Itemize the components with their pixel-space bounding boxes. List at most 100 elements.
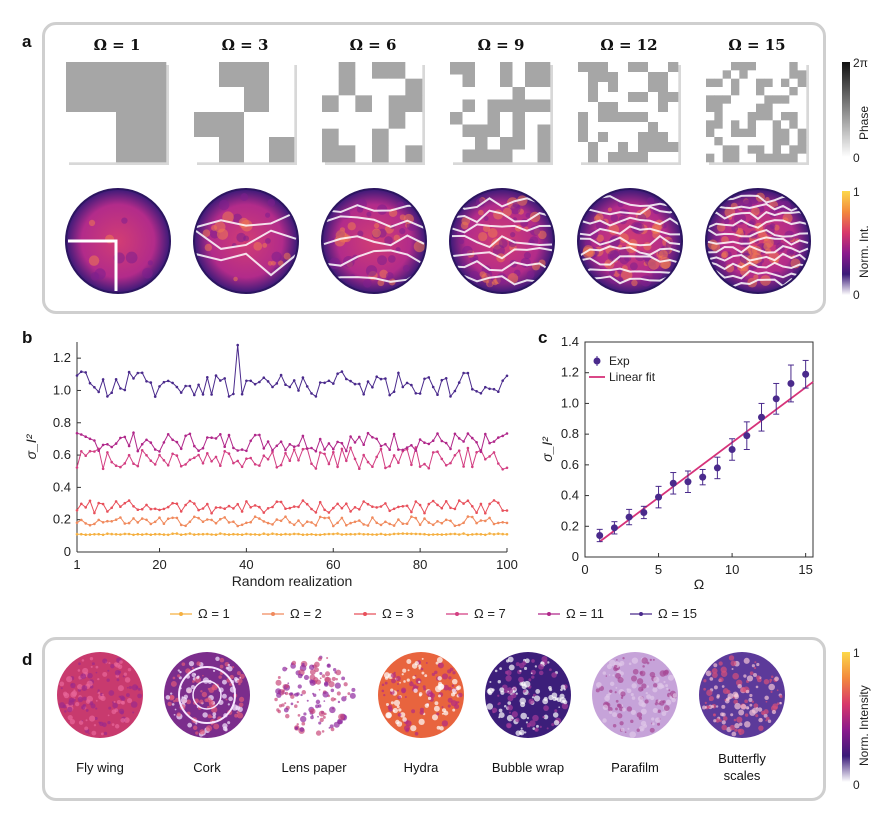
data-point: [388, 533, 392, 536]
data-point: [162, 533, 166, 536]
omega-title: Ω = 1: [93, 36, 141, 54]
x-axis-label: Random realization: [232, 573, 353, 589]
data-point: [492, 522, 496, 526]
data-point: [431, 385, 435, 389]
data-point: [358, 532, 361, 536]
data-point: [284, 383, 287, 386]
data-point: [201, 462, 205, 465]
data-point: [488, 441, 491, 445]
phase-mask: [578, 62, 681, 165]
data-point: [171, 501, 174, 505]
data-point: [431, 523, 435, 527]
data-point: [162, 522, 166, 525]
data-point: [462, 532, 465, 535]
data-point: [119, 505, 122, 508]
data-point: [362, 453, 366, 457]
sample-image: [699, 652, 785, 738]
data-point: [206, 518, 209, 521]
data-point: [444, 441, 448, 445]
data-point: [410, 463, 413, 466]
data-point: [127, 444, 131, 448]
data-point: [366, 460, 370, 464]
data-point: [197, 508, 200, 512]
data-point: [88, 449, 92, 453]
x-axis-label: Ω: [694, 576, 704, 592]
data-point: [349, 510, 352, 513]
data-point: [318, 437, 322, 441]
data-point: [488, 502, 491, 506]
data-point: [484, 519, 487, 523]
data-point: [497, 390, 500, 393]
data-point: [206, 532, 209, 536]
legend-label: Ω = 2: [290, 606, 322, 621]
data-point: [462, 465, 465, 468]
phase-colorbar: [842, 62, 850, 157]
data-point: [305, 533, 309, 536]
data-point: [323, 452, 326, 456]
data-point: [384, 520, 387, 524]
data-point: [240, 448, 244, 451]
data-point: [340, 447, 344, 451]
x-tick-label: 15: [798, 562, 812, 577]
data-point: [366, 431, 370, 435]
data-point: [223, 450, 226, 453]
data-point: [123, 462, 127, 465]
data-point: [219, 532, 222, 535]
data-point: [457, 499, 461, 502]
data-point: [501, 532, 505, 536]
legend-swatch: [262, 611, 284, 616]
data-point: [457, 523, 461, 527]
data-point: [327, 511, 331, 514]
data-point: [175, 516, 179, 520]
data-point: [787, 379, 795, 387]
data-point: [175, 454, 179, 457]
data-point: [140, 442, 144, 446]
data-point: [179, 523, 183, 527]
data-point: [392, 524, 396, 527]
data-point: [123, 435, 127, 439]
data-point: [655, 493, 663, 501]
legend-exp-label: Exp: [609, 354, 630, 368]
data-point: [414, 392, 418, 395]
data-point: [227, 452, 231, 455]
data-point: [201, 507, 205, 510]
data-point: [127, 521, 131, 525]
intensity-colorbar: [842, 191, 850, 295]
data-point: [301, 434, 305, 438]
sample-label: Parafilm: [611, 760, 659, 775]
data-point: [501, 468, 505, 471]
data-point: [492, 387, 496, 391]
x-tick-label: 100: [496, 557, 518, 572]
data-point: [492, 533, 496, 536]
data-point: [440, 533, 444, 536]
data-point: [97, 532, 100, 536]
data-point: [223, 445, 226, 448]
data-point: [292, 523, 296, 527]
data-point: [457, 533, 461, 536]
data-point: [349, 521, 352, 525]
data-point: [236, 449, 239, 452]
data-point: [158, 385, 161, 388]
data-point: [262, 454, 266, 457]
data-point: [449, 506, 452, 510]
data-point: [471, 387, 474, 391]
data-point: [475, 390, 478, 393]
data-point: [271, 523, 274, 526]
data-point: [114, 378, 118, 381]
data-point: [362, 393, 366, 396]
data-point: [266, 458, 270, 461]
data-point: [392, 532, 396, 536]
series-line: [76, 499, 508, 515]
data-point: [353, 506, 357, 509]
data-point: [427, 502, 431, 506]
legend-exp-marker: [593, 357, 601, 365]
data-point: [214, 437, 218, 440]
data-point: [275, 466, 279, 469]
data-point: [440, 521, 444, 525]
data-point: [401, 385, 405, 389]
data-point: [197, 383, 200, 387]
data-point: [127, 532, 131, 536]
data-point: [349, 379, 352, 383]
y-tick-label: 0.6: [561, 457, 579, 472]
data-point: [397, 505, 400, 509]
